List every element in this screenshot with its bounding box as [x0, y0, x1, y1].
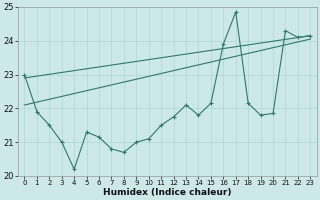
X-axis label: Humidex (Indice chaleur): Humidex (Indice chaleur) [103, 188, 232, 197]
